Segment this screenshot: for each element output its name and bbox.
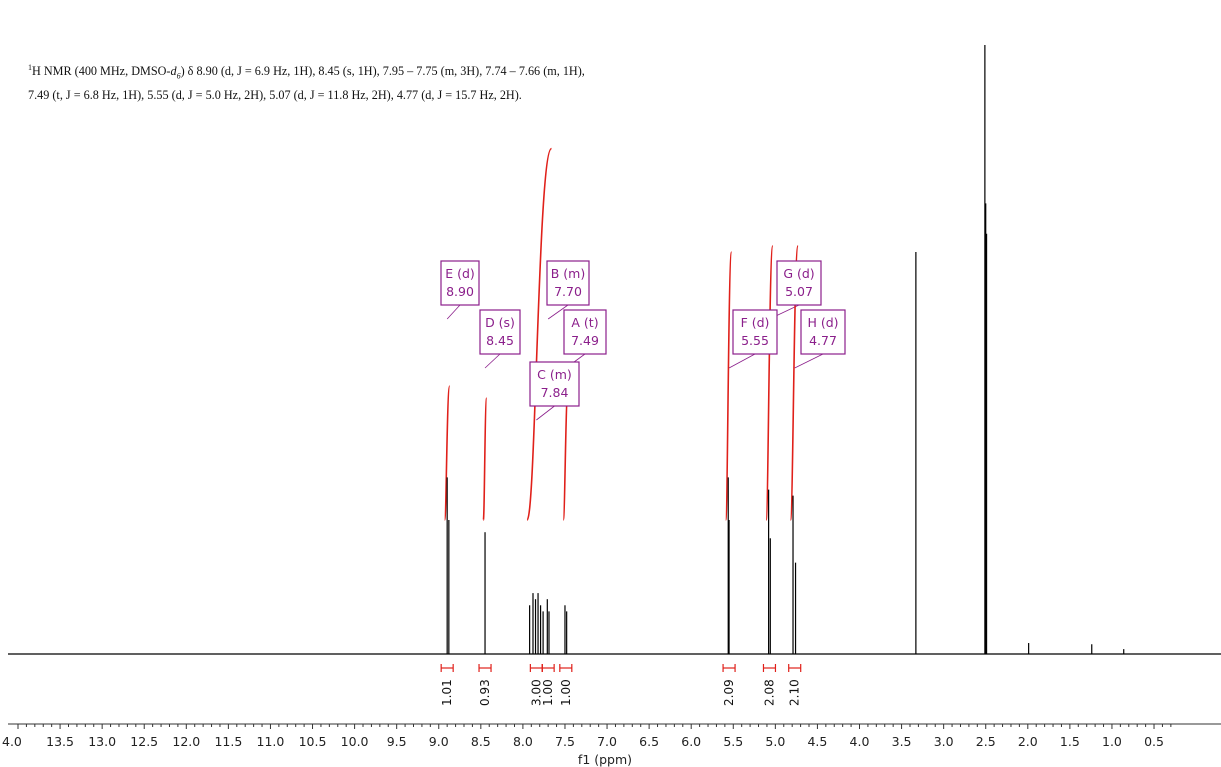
peak-label-name: A (t)	[571, 315, 598, 330]
peak-label-connector	[484, 353, 501, 369]
summary-superscript: 1	[28, 63, 32, 72]
integral-marks: 1.01 0.93 3.001.00 1.00 2.09 2.08 2.10	[440, 664, 802, 706]
x-tick-label: 9.0	[429, 734, 449, 749]
integral-curve	[443, 385, 451, 521]
x-tick-label: 13.0	[88, 734, 116, 749]
peak-label-ppm: 5.07	[785, 284, 813, 299]
peak-label-name: H (d)	[807, 315, 838, 330]
peak-label-box	[479, 309, 521, 355]
nmr-summary-text: 1H NMR (400 MHz, DMSO-d6) δ 8.90 (d, J =…	[28, 58, 598, 105]
x-tick-label: 2.5	[976, 734, 996, 749]
peak-label-ppm: 5.55	[741, 333, 769, 348]
x-tick-label: 4.5	[807, 734, 827, 749]
integral-curve	[765, 245, 774, 521]
integral-value: 2.09	[722, 679, 736, 706]
integral-value: 3.00	[529, 679, 543, 706]
x-tick-label: 6.0	[681, 734, 701, 749]
x-tick-label: 7.5	[555, 734, 575, 749]
x-axis-label: f1 (ppm)	[578, 752, 632, 767]
peak-label-connector	[446, 304, 461, 320]
integral-value: 0.93	[478, 679, 492, 706]
x-axis: 4.0 13.5 13.0 12.5 12.0 11.5 11.0 10.5 10.0 9.5 9.…	[2, 723, 1221, 749]
integral-value: 2.10	[788, 679, 802, 706]
peak-label-name: B (m)	[551, 266, 585, 281]
x-tick-label: 1.5	[1060, 734, 1080, 749]
x-tick-label: 3.5	[892, 734, 912, 749]
x-tick-label: 5.0	[765, 734, 785, 749]
x-tick-label: 11.0	[257, 734, 285, 749]
integral-value: 1.00	[541, 679, 555, 706]
peak-labels: E (d) 8.90 D (s) 8.45 B (m) 7.70 A (t) 7.49 C (m…	[440, 260, 846, 407]
peak-label-name: F (d)	[741, 315, 770, 330]
x-tick-label: 12.0	[172, 734, 200, 749]
peak-label-ppm: 4.77	[809, 333, 837, 348]
peak-label-box	[563, 309, 607, 355]
x-tick-label: 10.5	[299, 734, 327, 749]
peak-label-name: E (d)	[445, 266, 475, 281]
integral-value: 1.00	[559, 679, 573, 706]
integral-curve	[526, 147, 553, 521]
peak-label-name: G (d)	[783, 266, 814, 281]
peak-label-ppm: 7.70	[554, 284, 582, 299]
peak-label-connector	[794, 353, 824, 369]
peak-label-ppm: 7.49	[571, 333, 599, 348]
summary-solvent-sub: 6	[176, 71, 181, 81]
peak-label-connector	[536, 405, 555, 421]
x-tick-label: 11.5	[214, 734, 242, 749]
x-tick-label: 1.0	[1102, 734, 1122, 749]
x-tick-label: 10.0	[341, 734, 369, 749]
integral-value: 2.08	[762, 679, 776, 706]
x-tick-label: 13.5	[46, 734, 74, 749]
integral-curve	[724, 251, 733, 521]
peak-label-name: D (s)	[485, 315, 515, 330]
peak-label-box	[732, 309, 778, 355]
x-tick-label: 2.0	[1018, 734, 1038, 749]
x-tick-label: 8.5	[471, 734, 491, 749]
integral-value: 1.01	[440, 679, 454, 706]
peak-label-box	[800, 309, 846, 355]
spectrum-trace	[8, 45, 1221, 655]
integral-curve	[482, 397, 488, 521]
x-tick-label: 4.0	[850, 734, 870, 749]
x-tick-label: 12.5	[130, 734, 158, 749]
peak-label-name: C (m)	[537, 367, 572, 382]
x-tick-label: 0.5	[1144, 734, 1164, 749]
x-tick-label: 5.5	[723, 734, 743, 749]
summary-lead: H NMR (400 MHz, DMSO-	[32, 64, 171, 79]
x-tick-label: 7.0	[597, 734, 617, 749]
peak-label-box	[776, 260, 822, 306]
peak-label-ppm: 7.84	[541, 385, 569, 400]
x-tick-label: 4.0	[2, 734, 22, 749]
peak-label-box	[546, 260, 590, 306]
summary-solvent-base: d	[170, 64, 177, 79]
peak-label-ppm: 8.45	[486, 333, 514, 348]
peak-label-ppm: 8.90	[446, 284, 474, 299]
x-tick-label: 3.0	[934, 734, 954, 749]
summary-rest: ) δ 8.90 (d, J = 6.9 Hz, 1H), 8.45 (s, 1…	[28, 64, 585, 102]
peak-label-connector	[547, 304, 569, 320]
x-tick-label: 8.0	[513, 734, 533, 749]
peak-label-box	[529, 361, 580, 407]
integral-curves	[443, 147, 799, 521]
x-tick-label: 6.5	[639, 734, 659, 749]
summary-solvent: d6	[170, 64, 181, 81]
peak-label-connector	[728, 353, 756, 369]
peak-label-box	[440, 260, 480, 306]
x-tick-label: 9.5	[387, 734, 407, 749]
integral-curve	[789, 245, 799, 521]
